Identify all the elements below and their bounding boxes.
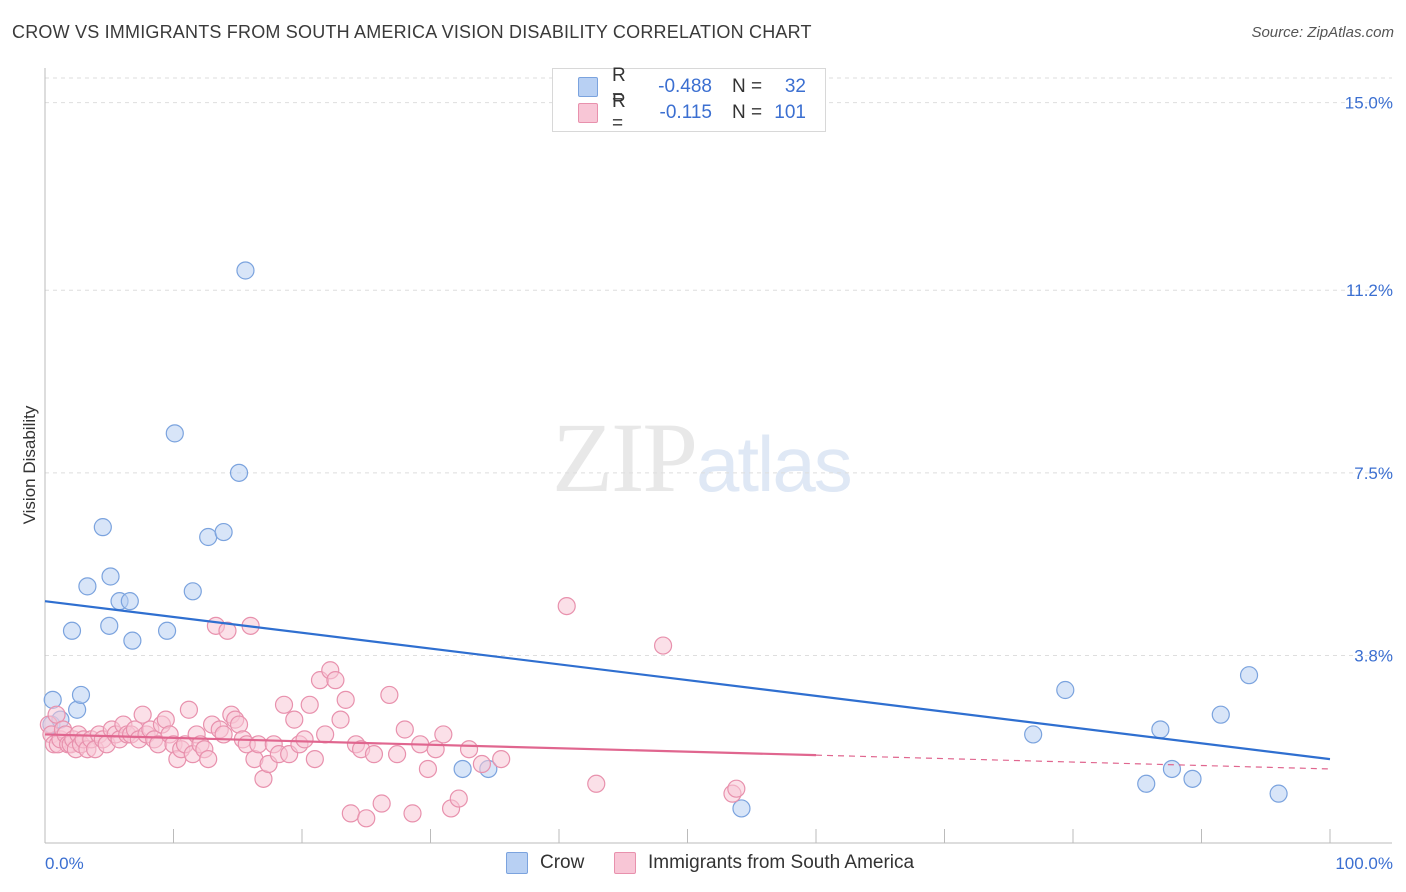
point-immigrants	[305, 749, 324, 769]
point-immigrants	[331, 710, 350, 729]
watermark-atlas: atlas	[696, 420, 853, 508]
legend-n-label: N =	[732, 76, 763, 97]
point-immigrants	[300, 695, 319, 714]
point-crow	[199, 527, 218, 547]
point-immigrants	[249, 735, 268, 754]
trendline-immigrants	[44, 733, 817, 757]
bottom-legend-swatch-crow	[506, 852, 528, 874]
point-immigrants	[418, 759, 438, 779]
legend-swatch-immigrants	[578, 103, 598, 123]
point-immigrants	[434, 725, 453, 744]
point-immigrants	[199, 749, 218, 769]
point-immigrants	[557, 596, 576, 616]
point-immigrants	[218, 621, 237, 640]
legend-row-immigrants: R = -0.115 N = 101	[578, 91, 806, 134]
point-immigrants	[316, 725, 335, 744]
legend-r-label: R =	[612, 91, 626, 134]
y-tick-label: 7.5%	[1354, 464, 1393, 483]
watermark-zip: ZIP	[552, 402, 698, 513]
point-crow	[1162, 759, 1182, 779]
legend-r-value-immigrants: -0.115	[659, 102, 712, 123]
legend-swatch-crow	[578, 77, 598, 97]
point-crow	[236, 261, 255, 280]
bottom-legend-label-immigrants: Immigrants from South America	[648, 852, 915, 873]
point-immigrants	[295, 730, 314, 749]
point-immigrants	[492, 749, 511, 769]
point-immigrants	[587, 774, 606, 793]
point-immigrants	[336, 690, 355, 709]
legend-n-label: N =	[732, 102, 763, 123]
point-immigrants	[395, 720, 414, 739]
legend-r-value-crow: -0.488	[658, 76, 712, 97]
point-crow	[1151, 720, 1170, 739]
point-crow	[43, 690, 62, 709]
point-crow	[1056, 680, 1075, 700]
x-tick-label: 100.0%	[1335, 854, 1393, 873]
point-crow	[1239, 666, 1259, 685]
point-immigrants	[229, 715, 249, 734]
point-crow	[71, 685, 91, 705]
point-crow	[453, 759, 472, 779]
point-crow	[78, 577, 97, 596]
point-crow	[93, 518, 112, 537]
point-crow	[229, 463, 249, 482]
point-immigrants	[449, 789, 468, 808]
point-immigrants	[357, 809, 376, 828]
chart-title: CROW VS IMMIGRANTS FROM SOUTH AMERICA VI…	[12, 22, 812, 42]
point-crow	[1137, 774, 1156, 793]
point-crow	[183, 582, 202, 601]
point-crow	[1269, 784, 1288, 803]
bottom-legend-immigrants: Immigrants from South America	[614, 852, 914, 874]
point-immigrants	[653, 636, 673, 655]
point-immigrants	[403, 804, 422, 823]
point-crow	[120, 592, 139, 611]
point-immigrants	[380, 685, 399, 705]
point-crow	[100, 616, 119, 635]
point-immigrants	[156, 710, 175, 729]
point-crow	[214, 522, 233, 542]
point-immigrants	[459, 740, 479, 759]
legend-r-label: R =	[612, 65, 626, 108]
point-crow	[165, 424, 184, 443]
point-crow	[1183, 769, 1202, 788]
point-crow	[101, 567, 120, 586]
point-crow	[1211, 705, 1230, 724]
bottom-legend-crow: Crow	[506, 852, 584, 874]
trendline-crow	[44, 600, 1331, 761]
bottom-legend-label-crow: Crow	[540, 852, 585, 873]
point-immigrants	[285, 710, 304, 729]
point-crow	[157, 621, 177, 640]
legend-row-crow: R = -0.488 N = 32	[578, 65, 806, 108]
y-axis-label: Vision Disability	[20, 405, 39, 525]
y-tick-label: 3.8%	[1354, 646, 1393, 665]
trendline-dashed-immigrants	[815, 754, 1331, 770]
point-crow	[68, 700, 87, 719]
point-immigrants	[179, 700, 199, 719]
x-tick-label: 0.0%	[45, 854, 84, 873]
point-immigrants	[472, 754, 491, 774]
bottom-legend-swatch-immigrants	[614, 852, 636, 874]
source-label: Source: ZipAtlas.com	[1251, 24, 1394, 41]
point-immigrants	[326, 671, 345, 690]
legend-n-value-crow: 32	[784, 76, 806, 97]
watermark: ZIPatlas	[552, 400, 853, 515]
point-crow	[123, 631, 142, 650]
point-crow	[62, 621, 82, 640]
point-immigrants	[341, 804, 360, 823]
point-immigrants	[727, 779, 746, 798]
point-immigrants	[274, 695, 294, 714]
legend-n-value-immigrants: 101	[774, 102, 806, 123]
y-tick-label: 15.0%	[1345, 94, 1393, 113]
point-immigrants	[372, 794, 391, 813]
legend: R = -0.488 N = 32 R = -0.115 N = 101	[552, 65, 826, 134]
point-crow	[732, 799, 751, 818]
point-immigrants	[387, 745, 407, 764]
point-crow	[1024, 725, 1043, 744]
y-tick-label: 11.2%	[1346, 281, 1393, 300]
point-immigrants	[133, 705, 152, 724]
point-immigrants	[364, 745, 384, 764]
